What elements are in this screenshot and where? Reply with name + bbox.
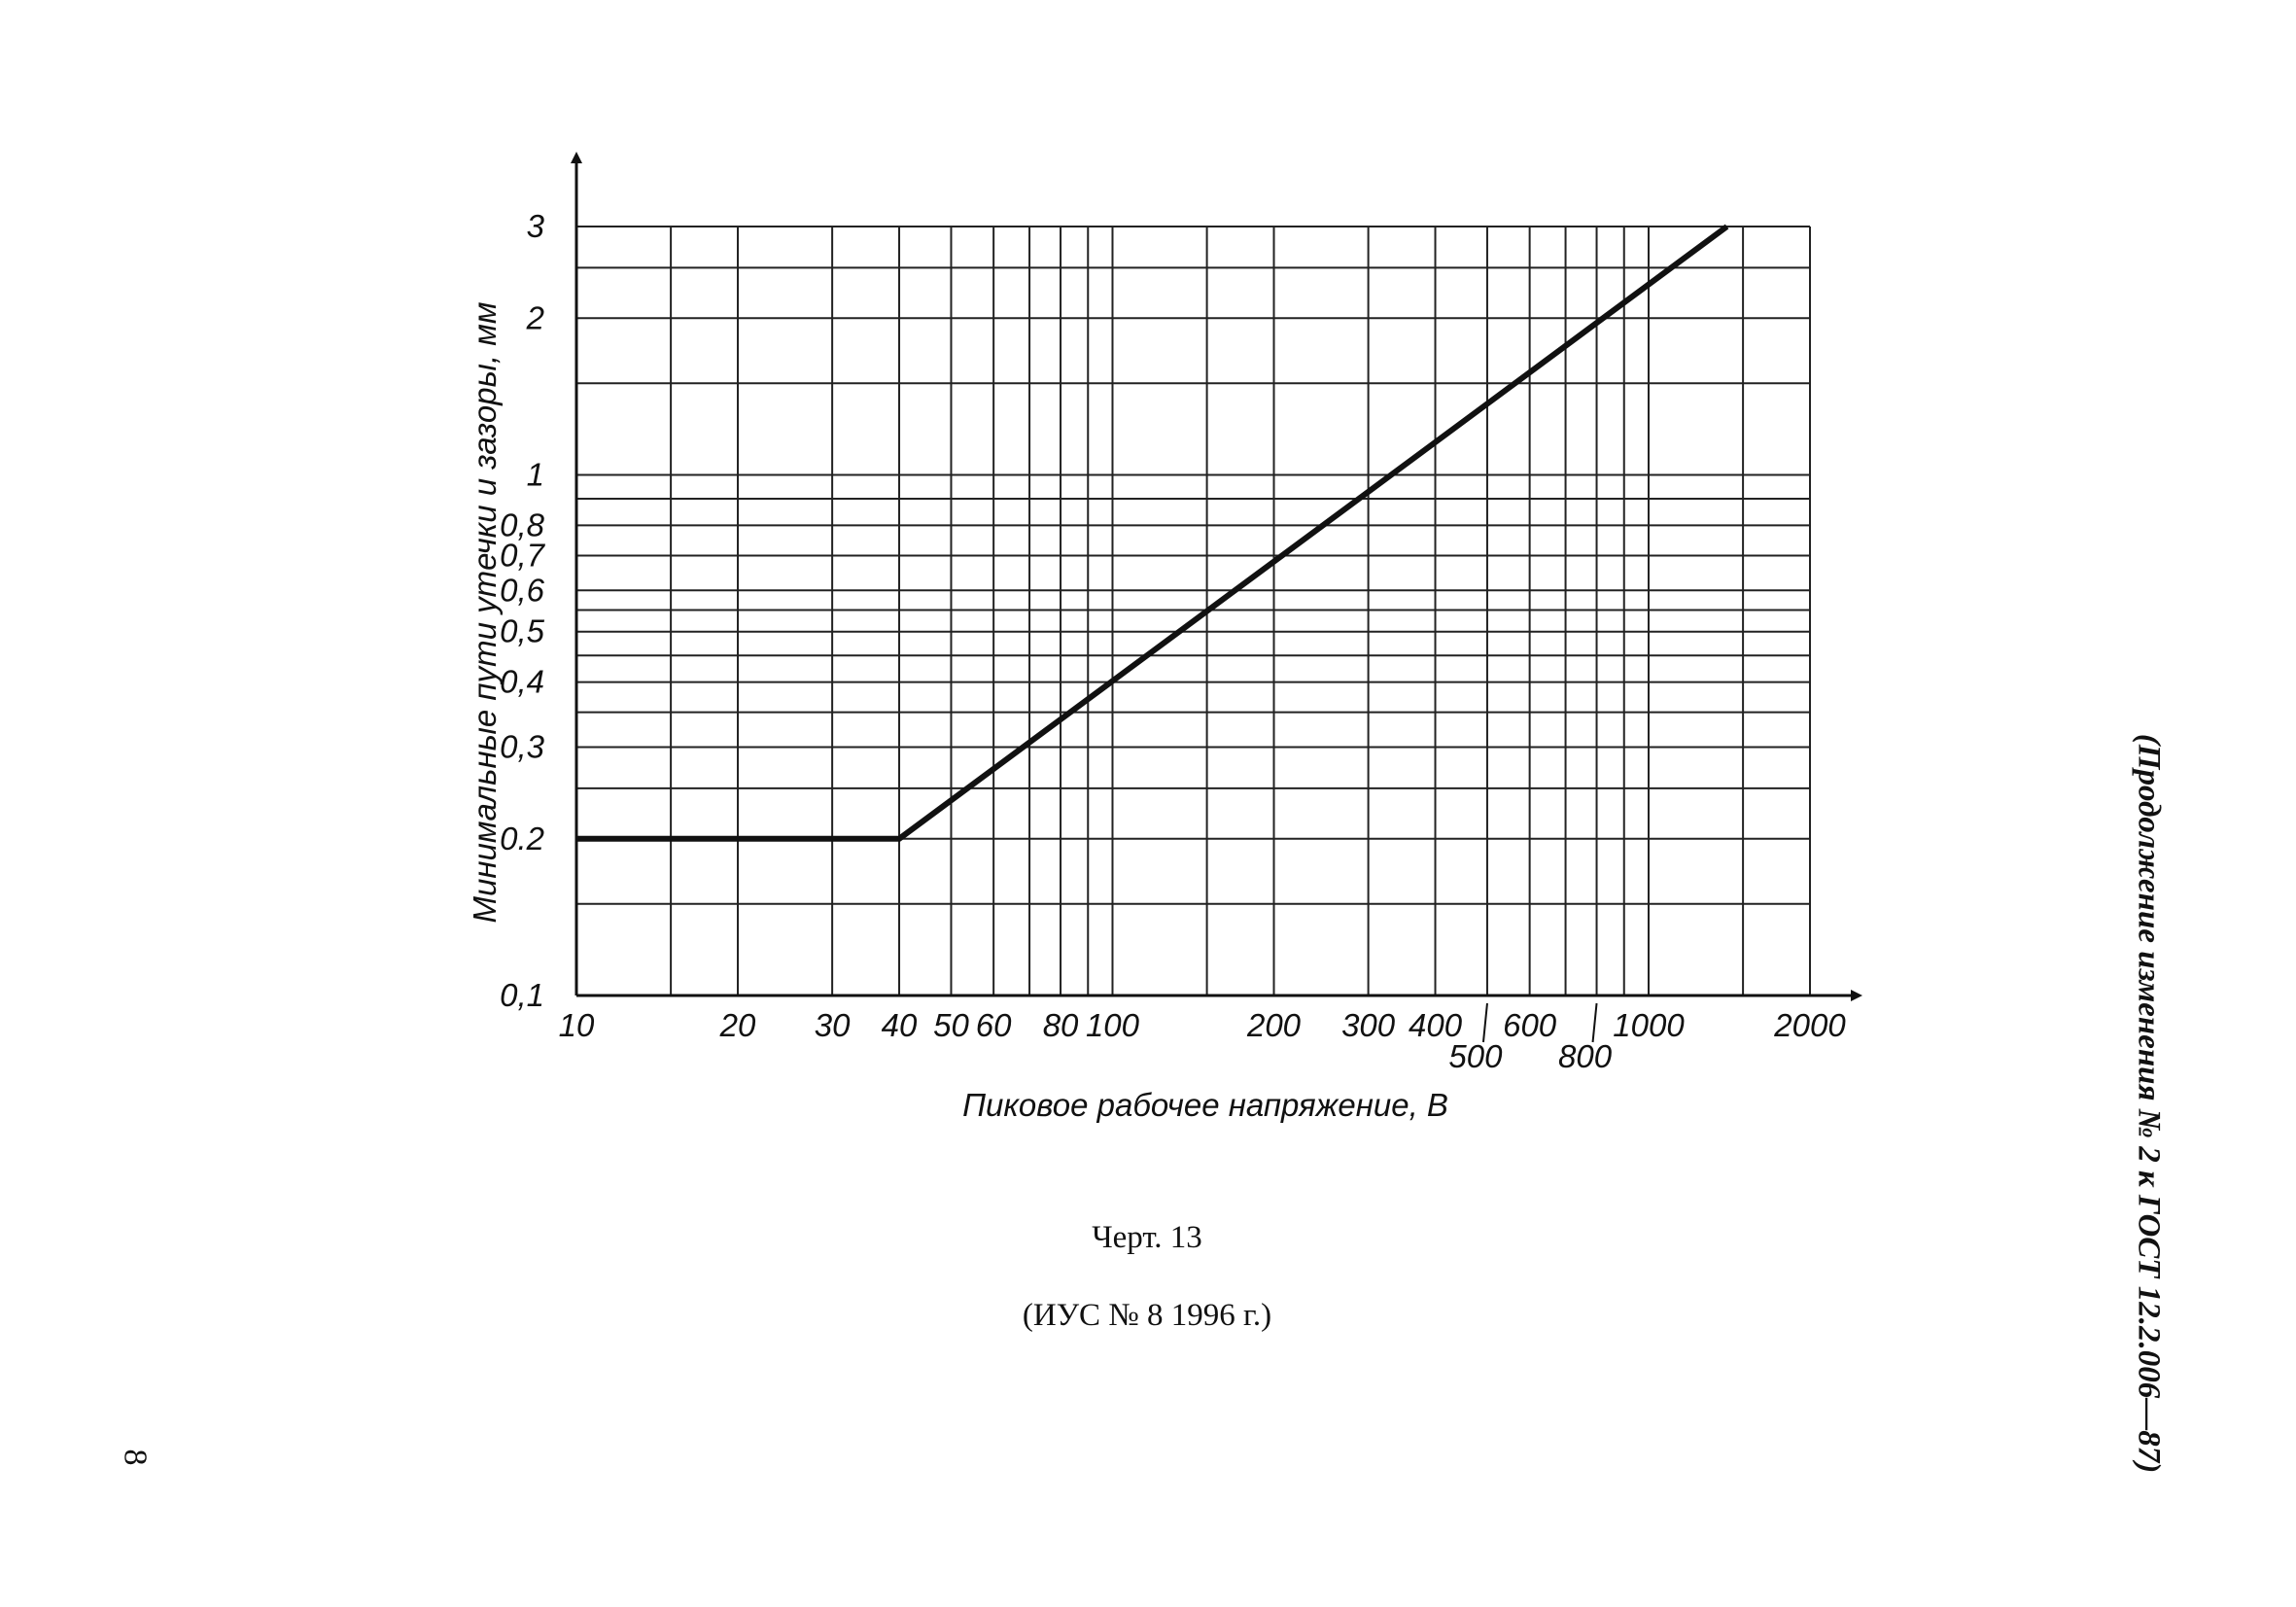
- y-tick-label: 3: [527, 208, 545, 244]
- x-tick-leader: [1481, 1002, 1488, 1043]
- x-tick-label: 600: [1503, 1007, 1557, 1043]
- y-tick-label: 0,6: [500, 572, 545, 608]
- x-tick-label: 800: [1558, 1038, 1613, 1074]
- series-layer: [575, 224, 1729, 842]
- x-tick-label: 300: [1341, 1007, 1396, 1043]
- y-tick-label: 0,4: [500, 664, 544, 700]
- x-tick-label: 10: [559, 1007, 595, 1043]
- x-tick-label: 30: [815, 1007, 851, 1043]
- x-tick-label: 50: [933, 1007, 969, 1043]
- x-tick-leader: [1591, 1002, 1598, 1043]
- y-tick-label: 0,1: [500, 977, 544, 1013]
- y-tick-label: 0.2: [500, 821, 544, 856]
- x-tick-label: 40: [882, 1007, 918, 1043]
- x-axis-label: Пиковое рабочее напряжение, В: [962, 1087, 1448, 1123]
- x-tick-label: 100: [1086, 1007, 1140, 1043]
- axes: [571, 152, 1862, 1001]
- x-tick-label: 80: [1043, 1007, 1079, 1043]
- grid: [576, 226, 1811, 996]
- x-tick-label: 200: [1246, 1007, 1302, 1043]
- x-tick-label: 60: [976, 1007, 1012, 1043]
- figure-reference: (ИУС № 8 1996 г.): [1022, 1298, 1272, 1333]
- x-tick-label: 500: [1448, 1038, 1503, 1074]
- x-tick-label: 20: [719, 1007, 756, 1043]
- side-note: (Продолжение изменения № 2 к ГОСТ 12.2.0…: [2131, 733, 2167, 1474]
- y-tick-label: 0,3: [500, 729, 545, 765]
- y-tick-label: 0,8: [500, 507, 545, 542]
- y-tick-label: 0,7: [500, 537, 546, 573]
- x-tick-label: 2000: [1773, 1007, 1846, 1043]
- y-tick-label: 1: [527, 456, 544, 492]
- page-number: 8: [117, 1449, 154, 1466]
- y-tick-label: 0,5: [500, 613, 545, 649]
- x-tick-label: 400: [1409, 1007, 1463, 1043]
- x-tick-label: 1000: [1613, 1007, 1685, 1043]
- y-tick-label: 2: [526, 299, 544, 335]
- figure-caption: Черт. 13: [1092, 1220, 1202, 1255]
- y-axis-label: Минимальные пути утечки и зазоры, мм: [467, 302, 503, 924]
